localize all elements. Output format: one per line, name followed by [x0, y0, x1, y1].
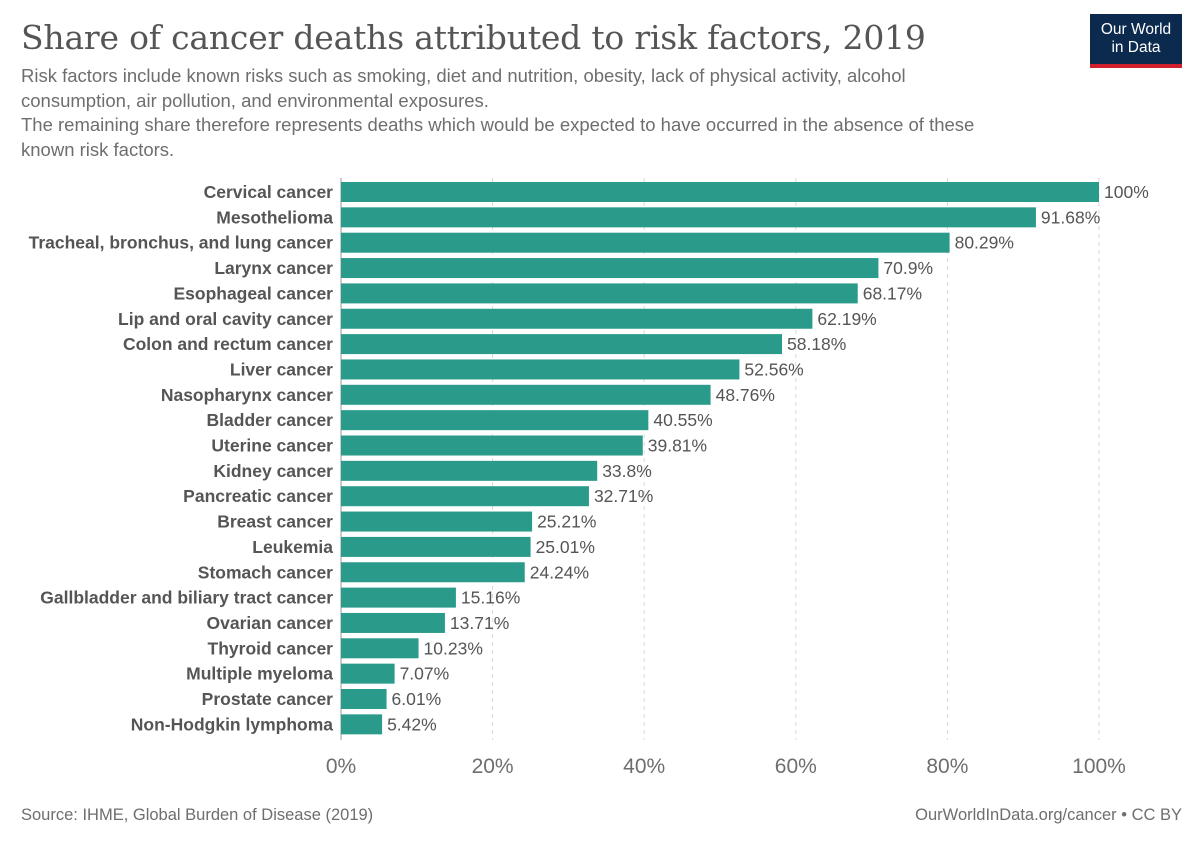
category-label: Cervical cancer: [204, 182, 334, 202]
category-label: Liver cancer: [230, 359, 333, 379]
category-label: Lip and oral cavity cancer: [118, 309, 333, 329]
subtitle-line: consumption, air pollution, and environm…: [21, 89, 489, 111]
value-label: 10.23%: [424, 638, 483, 658]
license-link[interactable]: OurWorldInData.org/cancer • CC BY: [915, 806, 1182, 824]
category-label: Ovarian cancer: [207, 613, 334, 633]
category-label: Pancreatic cancer: [183, 486, 333, 506]
value-label: 15.16%: [461, 588, 520, 608]
value-label: 24.24%: [530, 562, 589, 582]
value-label: 25.21%: [537, 512, 596, 532]
subtitle-line: Risk factors include known risks such as…: [21, 65, 906, 86]
category-label: Bladder cancer: [207, 410, 334, 430]
logo-line-1: Our World: [1100, 21, 1172, 38]
value-label: 7.07%: [400, 664, 450, 684]
value-label: 52.56%: [744, 359, 803, 379]
category-label: Gallbladder and biliary tract cancer: [40, 588, 333, 608]
bar[interactable]: [341, 536, 531, 557]
value-label: 100%: [1104, 182, 1149, 202]
category-label: Leukemia: [252, 537, 333, 557]
bar[interactable]: [341, 663, 395, 684]
bar[interactable]: [341, 410, 649, 431]
bar[interactable]: [341, 714, 383, 735]
category-label: Non-Hodgkin lymphoma: [131, 714, 333, 734]
bar[interactable]: [341, 511, 533, 532]
bar[interactable]: [341, 334, 783, 355]
chart-title: Share of cancer deaths attributed to ris…: [21, 18, 926, 57]
bar[interactable]: [341, 587, 456, 608]
value-label: 80.29%: [955, 233, 1014, 253]
x-tick-label: 0%: [326, 755, 356, 778]
bar[interactable]: [341, 232, 950, 253]
value-label: 6.01%: [392, 689, 442, 709]
value-label: 25.01%: [536, 537, 595, 557]
owid-logo[interactable]: Our World in Data: [1090, 14, 1182, 68]
value-label: 91.68%: [1041, 207, 1100, 227]
bar[interactable]: [341, 283, 858, 304]
value-label: 39.81%: [648, 436, 707, 456]
category-label: Kidney cancer: [213, 461, 333, 481]
value-label: 13.71%: [450, 613, 509, 633]
bar[interactable]: [341, 359, 740, 380]
category-label: Mesothelioma: [216, 207, 333, 227]
logo-line-2: in Data: [1111, 39, 1161, 56]
bar[interactable]: [341, 308, 813, 329]
bar[interactable]: [341, 562, 525, 583]
category-label: Prostate cancer: [202, 689, 334, 709]
value-label: 32.71%: [594, 486, 653, 506]
subtitle-line: known risk factors.: [21, 138, 175, 160]
bar[interactable]: [341, 460, 598, 481]
bar[interactable]: [341, 258, 879, 279]
category-label: Breast cancer: [217, 512, 333, 532]
chart-subtitle: Risk factors include known risks such as…: [21, 64, 1081, 162]
x-tick-label: 20%: [472, 755, 514, 778]
x-tick-label: 100%: [1072, 755, 1126, 778]
category-label: Thyroid cancer: [208, 638, 334, 658]
x-tick-label: 60%: [775, 755, 817, 778]
bar[interactable]: [341, 435, 643, 456]
value-label: 62.19%: [817, 309, 876, 329]
category-label: Multiple myeloma: [186, 664, 333, 684]
bar[interactable]: [341, 384, 711, 405]
bar[interactable]: [341, 612, 445, 633]
x-tick-label: 40%: [623, 755, 665, 778]
value-label: 48.76%: [716, 385, 775, 405]
category-label: Uterine cancer: [211, 436, 333, 456]
category-label: Nasopharynx cancer: [161, 385, 333, 405]
value-label: 68.17%: [863, 283, 922, 303]
bar[interactable]: [341, 486, 589, 507]
subtitle-line: The remaining share therefore represents…: [21, 114, 975, 135]
value-label: 58.18%: [787, 334, 846, 354]
source-note[interactable]: Source: IHME, Global Burden of Disease (…: [21, 806, 374, 824]
category-label: Tracheal, bronchus, and lung cancer: [29, 233, 334, 253]
bar[interactable]: [341, 689, 387, 709]
category-label: Esophageal cancer: [173, 283, 333, 303]
bar[interactable]: [341, 182, 1099, 202]
value-label: 40.55%: [653, 410, 712, 430]
bar[interactable]: [341, 638, 419, 659]
value-label: 33.8%: [602, 461, 652, 481]
category-label: Colon and rectum cancer: [123, 334, 333, 354]
value-label: 5.42%: [387, 714, 437, 734]
x-tick-label: 80%: [926, 755, 968, 778]
bar[interactable]: [341, 207, 1036, 228]
category-label: Stomach cancer: [198, 562, 333, 582]
value-label: 70.9%: [883, 258, 933, 278]
category-label: Larynx cancer: [214, 258, 333, 278]
